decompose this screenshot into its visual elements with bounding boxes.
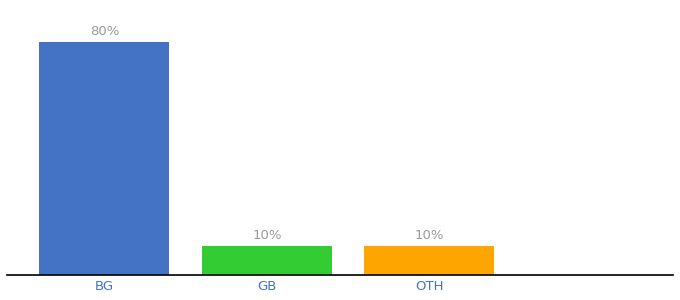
Text: 10%: 10% <box>415 229 444 242</box>
Bar <box>202 246 332 275</box>
Bar <box>364 246 494 275</box>
Text: 80%: 80% <box>90 25 119 38</box>
Text: 10%: 10% <box>252 229 282 242</box>
Bar <box>39 42 169 275</box>
